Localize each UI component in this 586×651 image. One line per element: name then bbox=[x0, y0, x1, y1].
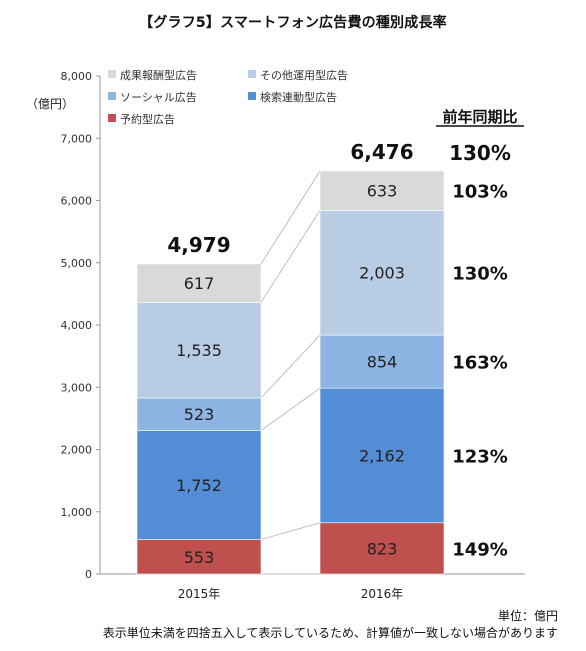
bar-segment bbox=[319, 170, 445, 211]
chart-title: 【グラフ5】スマートフォン広告費の種別成長率 bbox=[139, 15, 447, 31]
yoy-header: 前年同期比 bbox=[442, 108, 517, 126]
connector-line bbox=[260, 387, 321, 431]
segment-value-label: 523 bbox=[184, 405, 215, 424]
legend-label: その他運用型広告 bbox=[260, 68, 348, 82]
unit-note: 単位：億円 bbox=[497, 609, 558, 623]
legend-swatch bbox=[248, 92, 256, 100]
bar-segment bbox=[319, 334, 445, 389]
x-category-label: 2015年 bbox=[178, 587, 221, 601]
x-category-label: 2016年 bbox=[361, 587, 404, 601]
connector-line bbox=[260, 170, 321, 265]
segment-value-label: 854 bbox=[367, 353, 398, 372]
total-value-label: 6,476 bbox=[350, 140, 413, 164]
segment-value-label: 553 bbox=[184, 548, 215, 567]
connector-line bbox=[260, 522, 321, 541]
bar-segment bbox=[319, 387, 445, 524]
bar-segment bbox=[319, 210, 445, 336]
y-tick-label: 0 bbox=[85, 568, 92, 581]
legend-label: 予約型広告 bbox=[120, 112, 175, 126]
segment-value-label: 823 bbox=[367, 539, 398, 558]
y-tick-label: 1,000 bbox=[61, 506, 93, 519]
segment-value-label: 2,162 bbox=[359, 446, 405, 465]
segment-value-label: 2,003 bbox=[359, 264, 405, 283]
y-axis-label: （億円） bbox=[26, 97, 74, 111]
yoy-value: 123% bbox=[452, 446, 508, 467]
yoy-value: 149% bbox=[452, 539, 508, 560]
yoy-value: 103% bbox=[452, 182, 508, 203]
legend-swatch bbox=[248, 70, 256, 78]
y-tick-label: 2,000 bbox=[61, 444, 93, 457]
yoy-value: 130% bbox=[452, 264, 508, 285]
y-tick-label: 6,000 bbox=[61, 195, 93, 208]
y-tick-label: 5,000 bbox=[61, 257, 93, 270]
y-tick-label: 4,000 bbox=[61, 319, 93, 332]
legend-swatch bbox=[108, 114, 116, 122]
legend-label: ソーシャル広告 bbox=[120, 91, 197, 104]
total-value-label: 4,979 bbox=[167, 233, 230, 257]
connector-line bbox=[260, 334, 321, 399]
segment-value-label: 1,535 bbox=[176, 341, 222, 360]
legend-label: 成果報酬型広告 bbox=[120, 68, 197, 82]
connector-line bbox=[260, 210, 321, 303]
y-tick-label: 7,000 bbox=[61, 132, 93, 145]
legend-swatch bbox=[108, 70, 116, 78]
rounding-note: 表示単位未満を四捨五入して表示しているため、計算値が一致しない場合があります bbox=[102, 626, 558, 640]
bar-segment bbox=[319, 522, 445, 575]
y-tick-label: 3,000 bbox=[61, 381, 93, 394]
legend-label: 検索連動型広告 bbox=[260, 90, 337, 104]
y-tick-label: 8,000 bbox=[61, 70, 93, 83]
segment-value-label: 1,752 bbox=[176, 476, 222, 495]
bar-segment bbox=[136, 263, 262, 303]
yoy-total-value: 130% bbox=[449, 141, 511, 165]
segment-value-label: 617 bbox=[184, 274, 215, 293]
yoy-value: 163% bbox=[452, 353, 508, 374]
legend-swatch bbox=[108, 92, 116, 100]
segment-value-label: 633 bbox=[367, 182, 398, 201]
